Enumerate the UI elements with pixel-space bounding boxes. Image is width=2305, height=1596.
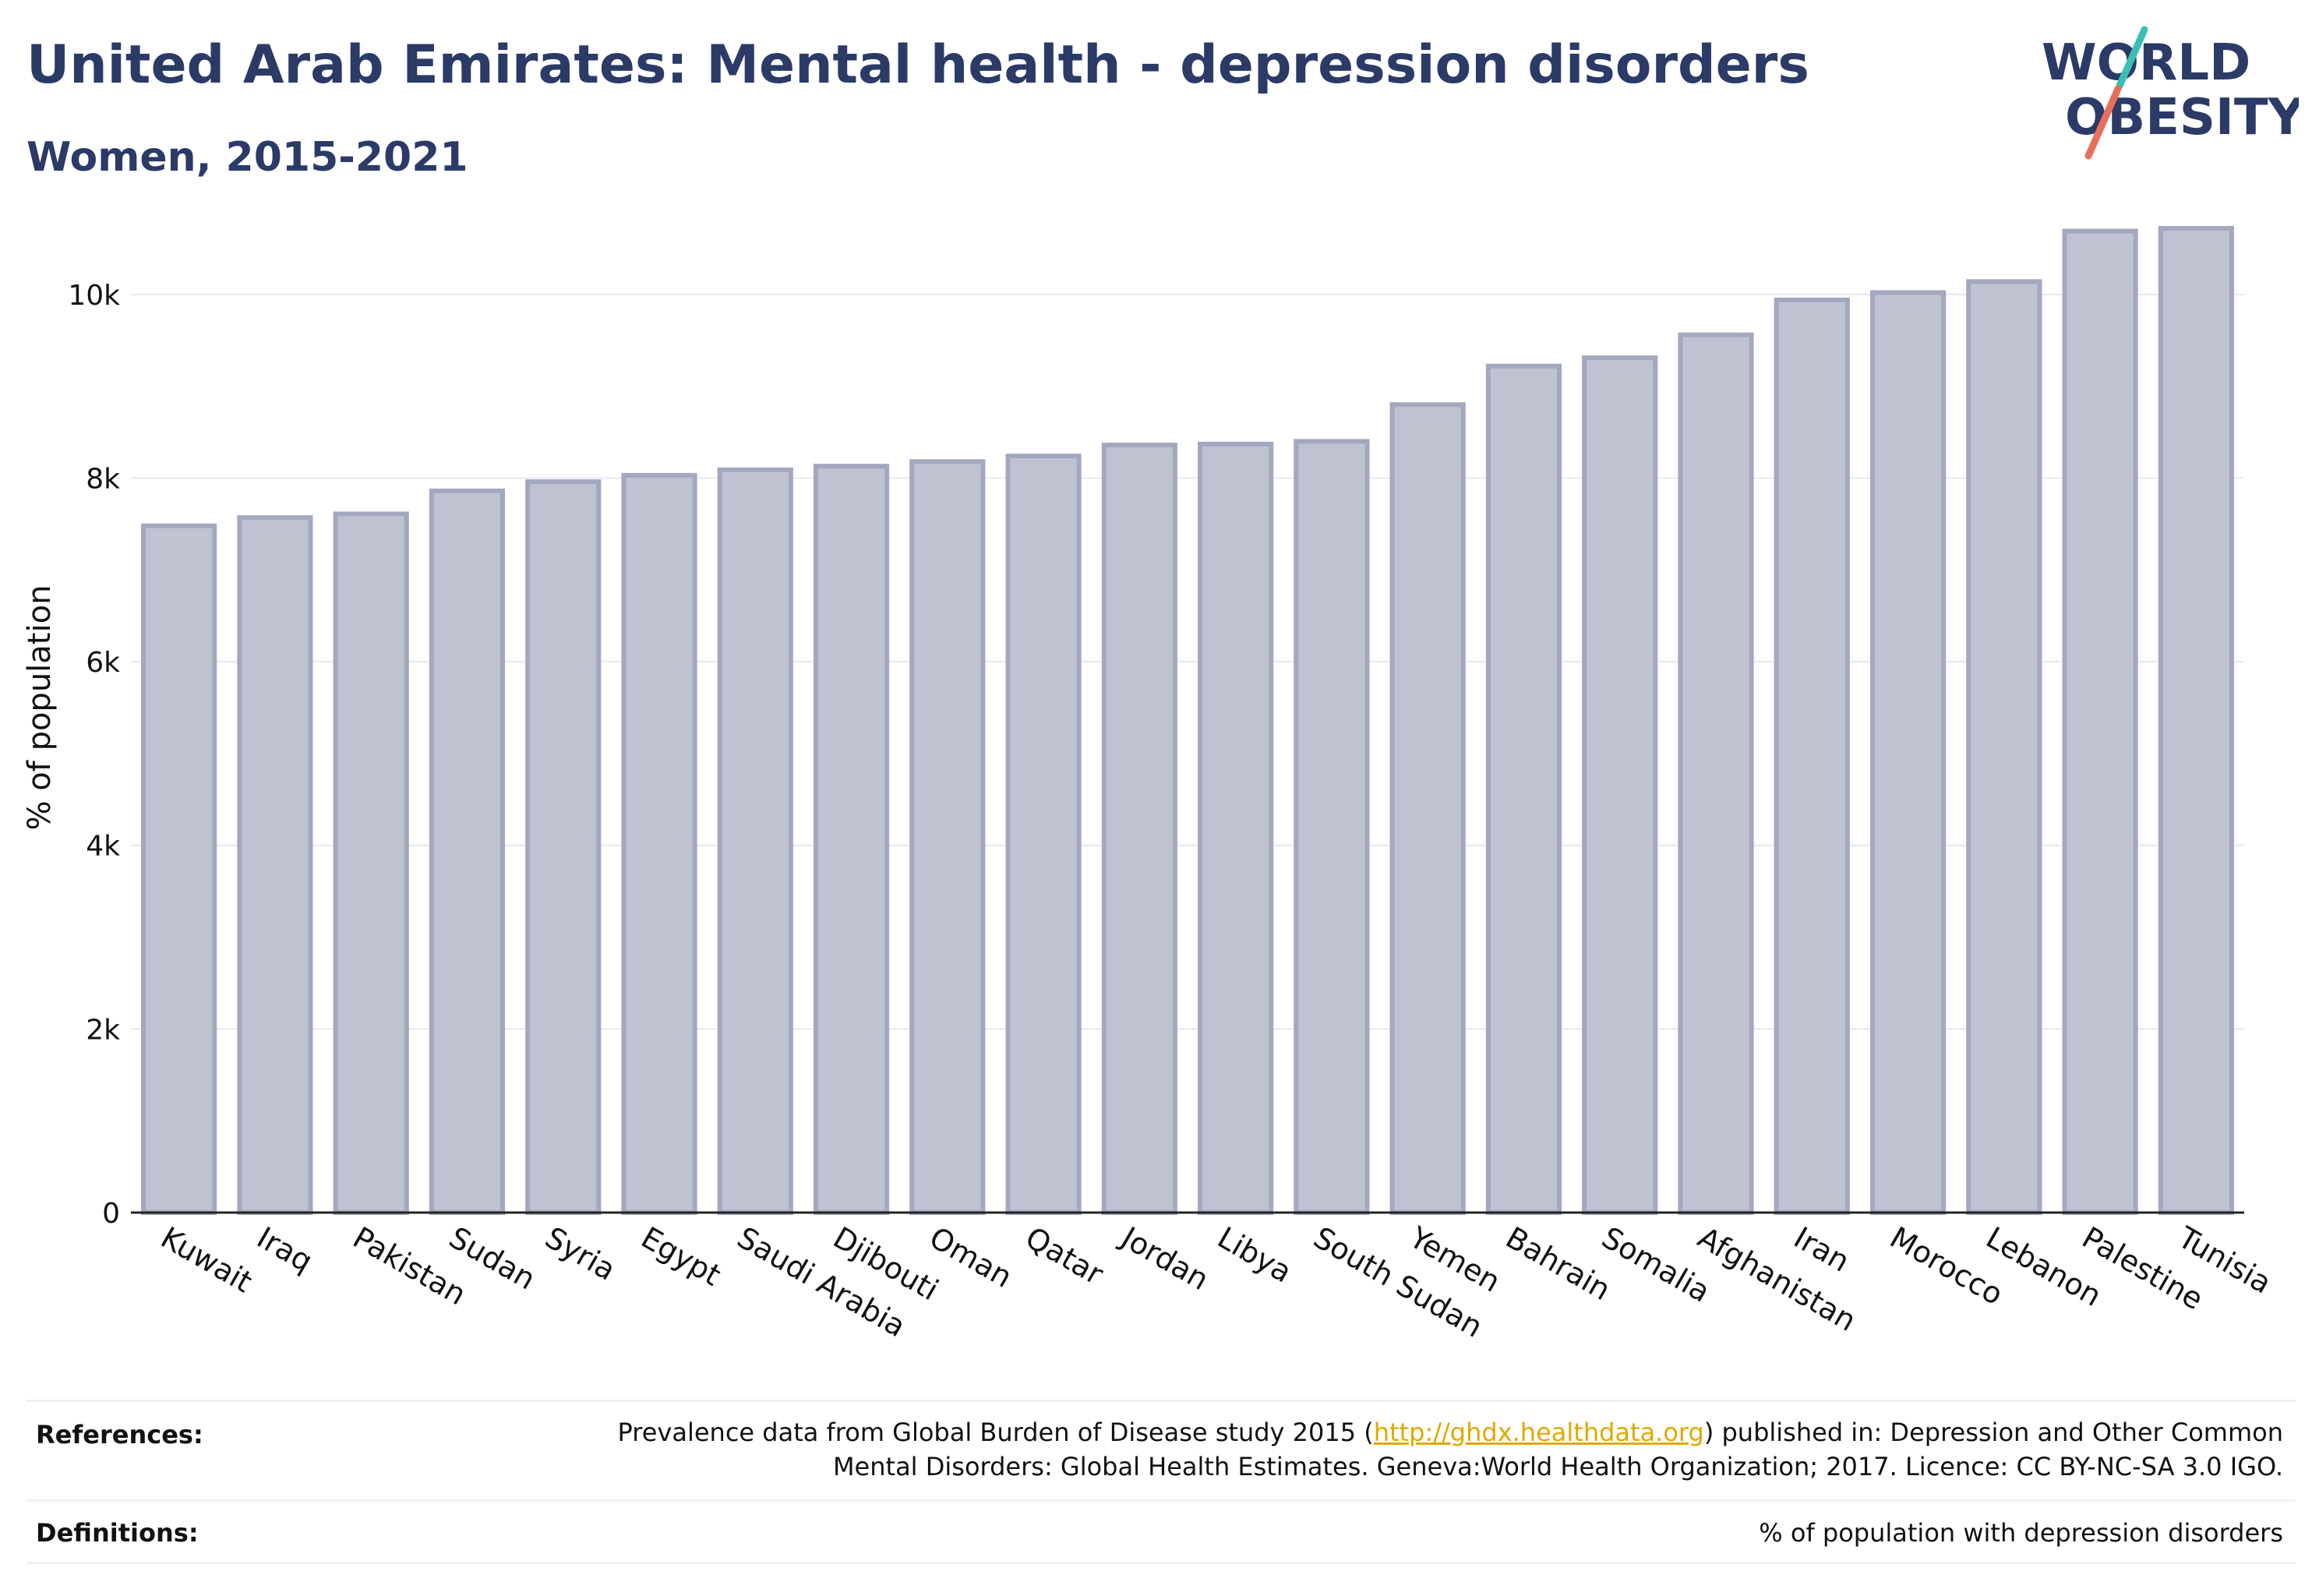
footer-divider-middle bbox=[26, 1499, 2296, 1502]
bar-jordan bbox=[1101, 443, 1177, 1216]
x-tick-label: Egypt bbox=[636, 1220, 727, 1293]
y-tick-label: 0 bbox=[102, 1198, 120, 1230]
world-obesity-logo: WORLD OBESITY bbox=[2042, 26, 2299, 160]
references-link[interactable]: http://ghdx.healthdata.org bbox=[1373, 1418, 1704, 1447]
y-tick-label: 2k bbox=[86, 1014, 120, 1046]
footer-divider-bottom bbox=[26, 1562, 2296, 1564]
bar-somalia bbox=[1582, 355, 1658, 1216]
bar-libya bbox=[1198, 441, 1274, 1215]
x-tick-label: Bahrain bbox=[1500, 1220, 1616, 1308]
y-tick-label: 10k bbox=[68, 280, 120, 312]
y-tick-label: 8k bbox=[86, 463, 120, 495]
bar-afghanistan bbox=[1678, 332, 1754, 1215]
y-tick-label: 4k bbox=[86, 831, 120, 863]
bar-oman bbox=[909, 459, 986, 1216]
logo-slash-top bbox=[2116, 26, 2148, 90]
bar-iran bbox=[1774, 297, 1850, 1215]
references-text: Prevalence data from Global Burden of Di… bbox=[617, 1418, 2283, 1481]
chart-title: United Arab Emirates: Mental health - de… bbox=[26, 34, 1809, 96]
bar-lebanon bbox=[1966, 279, 2042, 1216]
logo-slash-bottom bbox=[2084, 85, 2122, 160]
y-axis-label: % of population bbox=[22, 585, 58, 831]
footer-divider-top bbox=[26, 1400, 2296, 1402]
references-label: References: bbox=[36, 1420, 203, 1449]
definitions-label: Definitions: bbox=[36, 1518, 199, 1548]
bars bbox=[141, 225, 2234, 1216]
bar-pakistan bbox=[333, 511, 409, 1215]
x-tick-label: Qatar bbox=[1020, 1220, 1110, 1292]
x-tick-label: Iran bbox=[1788, 1220, 1855, 1279]
x-tick-label: Syria bbox=[539, 1220, 621, 1287]
y-axis-ticks: 0 2k 4k 6k 8k 10k bbox=[68, 280, 120, 1230]
x-tick-label: Iraq bbox=[251, 1220, 318, 1279]
bar-south-sudan bbox=[1294, 439, 1370, 1215]
chart-subtitle: Women, 2015-2021 bbox=[26, 134, 468, 181]
bar-sudan bbox=[429, 488, 506, 1215]
logo-line1: WORLD bbox=[2042, 34, 2250, 92]
bar-syria bbox=[525, 479, 602, 1215]
bar-bahrain bbox=[1485, 363, 1562, 1216]
x-tick-label: Kuwait bbox=[155, 1220, 258, 1300]
bar-iraq bbox=[237, 515, 313, 1215]
bar-saudi-arabia bbox=[717, 467, 793, 1216]
bar-palestine bbox=[2062, 228, 2138, 1215]
bar-yemen bbox=[1389, 402, 1466, 1216]
y-tick-label: 6k bbox=[86, 647, 120, 679]
x-tick-label: Somalia bbox=[1596, 1220, 1716, 1309]
bar-kuwait bbox=[141, 523, 217, 1216]
bar-egypt bbox=[621, 472, 697, 1216]
definitions-text: % of population with depression disorder… bbox=[1759, 1518, 2283, 1548]
x-tick-label: Libya bbox=[1212, 1220, 1297, 1290]
bar-qatar bbox=[1005, 454, 1082, 1216]
x-tick-label: Jordan bbox=[1114, 1220, 1214, 1298]
bar-tunisia bbox=[2158, 225, 2234, 1215]
bar-morocco bbox=[1869, 290, 1947, 1216]
bar-djibouti bbox=[813, 464, 890, 1215]
